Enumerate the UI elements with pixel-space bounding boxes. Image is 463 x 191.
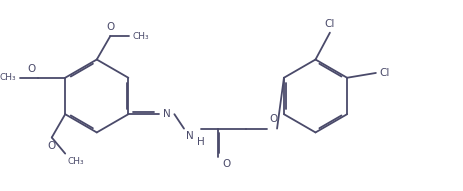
- Text: Cl: Cl: [325, 19, 335, 29]
- Text: H: H: [197, 137, 205, 147]
- Text: CH₃: CH₃: [0, 73, 16, 82]
- Text: N: N: [186, 130, 194, 141]
- Text: O: O: [27, 64, 36, 74]
- Text: O: O: [269, 114, 278, 124]
- Text: O: O: [106, 22, 114, 32]
- Text: Cl: Cl: [380, 68, 390, 78]
- Text: CH₃: CH₃: [67, 157, 84, 166]
- Text: O: O: [48, 141, 56, 151]
- Text: O: O: [222, 159, 231, 169]
- Text: N: N: [163, 109, 171, 119]
- Text: CH₃: CH₃: [133, 32, 150, 41]
